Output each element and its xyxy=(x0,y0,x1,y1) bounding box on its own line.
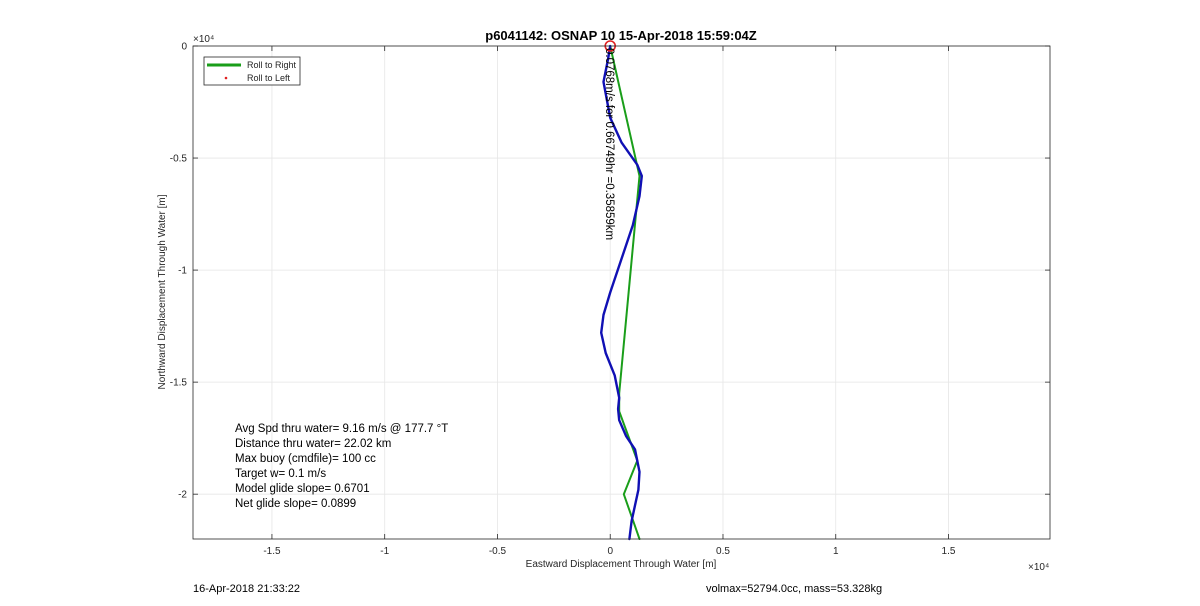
legend-label-roll-left: Roll to Left xyxy=(247,73,291,83)
y-tick-label: -1.5 xyxy=(170,378,188,389)
stat-target-w: Target w= 0.1 m/s xyxy=(235,468,326,480)
stat-max-buoy: Max buoy (cmdfile)= 100 cc xyxy=(235,453,376,465)
y-tick-labels: 0 -0.5 -1 -1.5 -2 xyxy=(170,42,188,501)
stat-avg-speed: Avg Spd thru water= 9.16 m/s @ 177.7 °T xyxy=(235,423,448,435)
y-exponent-label: ×10⁴ xyxy=(193,34,214,45)
series-line-track xyxy=(600,44,643,541)
plot-frame xyxy=(192,45,1051,540)
y-tick-label: 0 xyxy=(181,42,187,53)
plot-area xyxy=(193,46,1050,539)
speed-annotation: 0.0768m/s for 0.66749hr =0.35859km xyxy=(603,48,615,240)
x-tick-label: -0.5 xyxy=(489,546,507,557)
stat-net-glide-slope: Net glide slope= 0.0899 xyxy=(235,498,356,510)
x-tick-label: 0.5 xyxy=(716,546,730,557)
legend: Roll to Right Roll to Left xyxy=(203,56,301,86)
footer-vol-mass: volmax=52794.0cc, mass=53.328kg xyxy=(706,583,883,595)
legend-swatch-roll-left xyxy=(224,76,228,80)
x-tick-label: -1.5 xyxy=(263,546,281,557)
chart-title: p6041142: OSNAP 10 15-Apr-2018 15:59:04Z xyxy=(485,28,757,43)
footer-timestamp: 16-Apr-2018 21:33:22 xyxy=(193,583,301,595)
series-layer xyxy=(600,44,643,541)
y-axis-label: Northward Displacement Through Water [m] xyxy=(157,194,168,389)
x-exponent-label: ×10⁴ xyxy=(1028,562,1049,573)
x-tick-label: -1 xyxy=(380,546,389,557)
x-tick-label: 1 xyxy=(833,546,839,557)
x-tick-label: 0 xyxy=(607,546,613,557)
x-tick-label: 1.5 xyxy=(942,546,956,557)
stat-model-glide-slope: Model glide slope= 0.6701 xyxy=(235,483,370,495)
legend-label-roll-right: Roll to Right xyxy=(247,60,297,70)
x-tick-labels: -1.5 -1 -0.5 0 0.5 1 1.5 xyxy=(263,546,956,557)
y-tick-label: -1 xyxy=(178,266,187,277)
y-tick-label: -0.5 xyxy=(170,154,188,165)
y-tick-label: -2 xyxy=(178,490,187,501)
stats-block: Avg Spd thru water= 9.16 m/s @ 177.7 °T … xyxy=(235,423,448,510)
x-axis-label: Eastward Displacement Through Water [m] xyxy=(526,559,717,570)
stat-distance: Distance thru water= 22.02 km xyxy=(235,438,391,450)
legend-box xyxy=(203,56,301,86)
